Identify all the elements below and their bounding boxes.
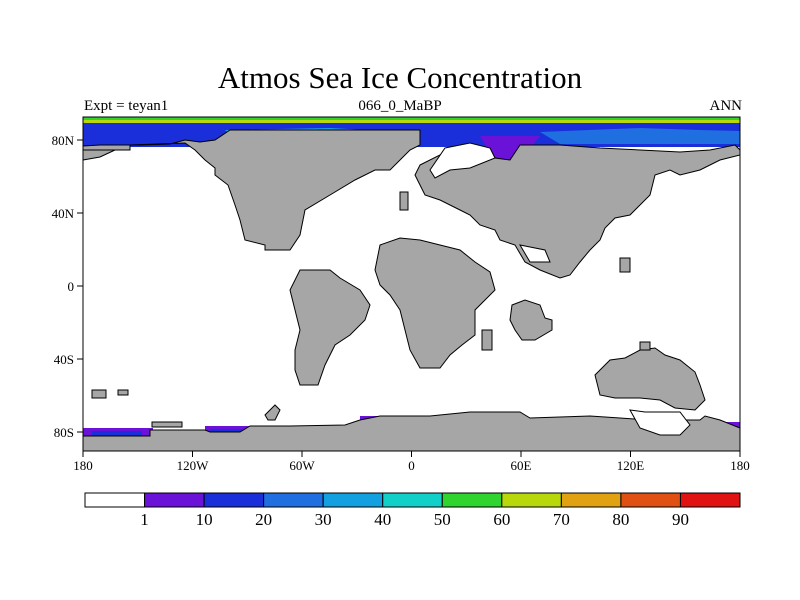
- colorbar-box: [203, 492, 265, 508]
- axis-ticks: [77, 139, 741, 457]
- colorbar-box: [679, 492, 741, 508]
- landmass-antarctica: [82, 411, 741, 452]
- colorbar-box: [382, 492, 443, 508]
- y-axis-labels: 80N 40N 0 40S 80S: [52, 133, 75, 440]
- colorbar-box: [441, 492, 503, 508]
- colorbar-labels: 1 10 20 30 40 50 60 70 80 90: [140, 510, 689, 529]
- colorbar-label: 60: [493, 510, 510, 529]
- x-tick-label: 60E: [511, 458, 532, 473]
- colorbar-label: 20: [255, 510, 272, 529]
- colorbar-box: [263, 492, 324, 508]
- landmass-island-2: [619, 257, 631, 273]
- colorbar-box: [322, 492, 384, 508]
- map-panel: 180 120W 60W 0 60E 120E 180 80N 40N 0 40…: [52, 116, 750, 473]
- landmass-island-5: [117, 389, 129, 396]
- landmass-island-3: [639, 341, 651, 351]
- colorbar-label: 10: [196, 510, 213, 529]
- x-tick-label: 180: [730, 458, 750, 473]
- colorbar-label: 1: [140, 510, 149, 529]
- landmass-australia: [594, 347, 706, 411]
- landmass-eurasia: [414, 144, 741, 279]
- landmass-north-america: [82, 129, 421, 251]
- colorbar-box: [144, 492, 205, 508]
- x-tick-label: 120E: [617, 458, 645, 473]
- colorbar-box: [560, 492, 622, 508]
- y-tick-label: 40S: [54, 352, 74, 367]
- landmass-antarctic-peninsula: [264, 404, 281, 421]
- colorbar-boxes: [84, 492, 741, 508]
- x-tick-label: 60W: [289, 458, 315, 473]
- landmass-island-7: [399, 191, 409, 211]
- colorbar-label: 90: [672, 510, 689, 529]
- colorbar-box: [620, 492, 681, 508]
- y-tick-label: 80N: [52, 133, 75, 148]
- landmass-madagascar: [509, 299, 553, 341]
- x-tick-label: 120W: [177, 458, 210, 473]
- x-tick-label: 180: [73, 458, 93, 473]
- colorbar: 1 10 20 30 40 50 60 70 80 90: [84, 492, 741, 529]
- season-label: ANN: [709, 98, 743, 114]
- colorbar-label: 30: [315, 510, 332, 529]
- colorbar-label: 40: [374, 510, 391, 529]
- land-masses: [82, 129, 741, 452]
- colorbar-box: [84, 492, 146, 508]
- y-tick-label: 80S: [54, 425, 74, 440]
- period-label: 066_0_MaBP: [358, 98, 442, 114]
- colorbar-box: [501, 492, 562, 508]
- colorbar-label: 70: [553, 510, 570, 529]
- x-axis-labels: 180 120W 60W 0 60E 120E 180: [73, 458, 750, 473]
- landmass-island-6: [151, 421, 183, 428]
- inland-seas: [429, 142, 691, 436]
- map-title: Atmos Sea Ice Concentration: [217, 60, 583, 95]
- y-tick-label: 40N: [52, 206, 75, 221]
- colorbar-label: 80: [612, 510, 629, 529]
- experiment-label: Expt = teyan1: [84, 98, 169, 114]
- landmass-island-4: [91, 389, 107, 399]
- x-tick-label: 0: [408, 458, 415, 473]
- landmass-small-island-1: [481, 329, 493, 351]
- y-tick-label: 0: [68, 279, 75, 294]
- landmass-south-america: [289, 269, 371, 386]
- colorbar-label: 50: [434, 510, 451, 529]
- landmass-africa: [374, 237, 496, 369]
